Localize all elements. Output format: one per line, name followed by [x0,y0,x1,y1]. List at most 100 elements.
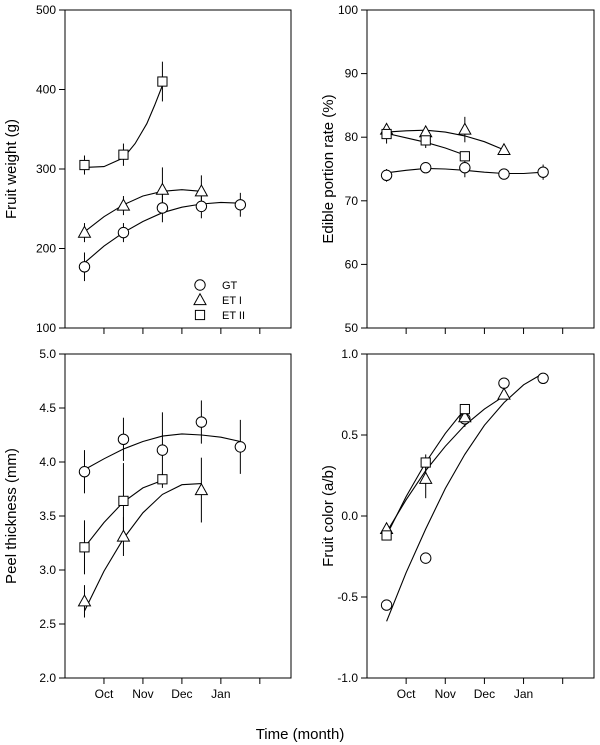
data-point-triangle [77,594,92,607]
x-tick-label: Jan [211,687,230,701]
data-point-triangle [418,471,433,484]
data-point-triangle [116,529,131,542]
fit-curve-triangle [84,189,202,233]
data-point-circle [78,261,91,273]
data-point-circle [234,441,247,453]
y-tick-label: 100 [338,3,358,17]
data-point-circle [117,226,130,239]
x-tick-label: Dec [171,687,192,701]
data-point-circle [117,433,130,446]
y-tick-label: 200 [36,242,56,256]
x-tick-label: Oct [397,687,416,701]
panel-3: 2.0 2.5 3.0 3.5 4.0 4.5 5.0 Oct Nov Dec Jan Peel th… [3,347,292,701]
y-tick-label: 4.0 [39,455,56,469]
panel-2: 50 60 70 80 90 100 Edible portion rate (%) [320,3,595,335]
data-point-circle [537,372,549,384]
data-point-square [420,457,431,468]
data-point-square [420,135,431,146]
data-point-square [79,159,90,171]
data-point-square [459,403,470,415]
data-point-circle [380,169,393,182]
data-point-square [381,530,392,541]
data-point-square [118,149,129,160]
data-point-square [157,474,168,485]
legend-label: GT [222,280,238,292]
data-point-circle [420,162,432,174]
data-point-square [459,151,470,162]
fit-curve-circle [386,372,544,622]
fit-curve-square [84,85,163,168]
fit-curve-triangle [386,395,505,533]
y-axis-label: Fruit weight (g) [3,119,20,219]
y-tick-label: 400 [36,83,56,97]
legend-marker-square [194,309,206,321]
data-point-circle [420,552,432,564]
fit-curve-triangle [84,483,202,612]
y-tick-label: 1.0 [341,347,358,361]
y-axis-label: Edible portion rate (%) [320,94,337,243]
y-tick-label: 60 [345,257,359,271]
data-point-circle [498,168,510,180]
data-point-circle [156,444,169,456]
plot-frame [366,9,595,329]
data-point-triangle [418,124,433,138]
data-point-triangle [497,142,511,156]
y-tick-label: 500 [36,3,56,17]
x-tick-label: Jan [514,687,533,701]
global-x-axis-label: Time (month) [256,726,345,743]
data-point-square [157,76,168,87]
data-point-square [79,542,90,553]
x-tick-label: Oct [95,687,114,701]
legend: GT ET I ET II [193,279,245,322]
y-axis-label: Peel thickness (mm) [3,448,20,584]
y-tick-label: 300 [36,162,56,176]
data-point-square [381,128,392,140]
data-point-circle [234,199,247,211]
data-point-circle [537,166,549,178]
x-tick-label: Nov [435,687,456,701]
x-tick-label: Nov [132,687,153,701]
data-point-circle [195,416,208,428]
y-tick-label: 5.0 [39,347,56,361]
panel-4: -1.0 -0.5 0.0 0.5 1.0 Oct Nov Dec Jan Fruit color… [320,347,595,701]
data-point-triangle [497,387,511,400]
y-tick-label: 4.5 [39,401,56,415]
y-tick-label: -1.0 [337,671,358,685]
y-tick-label: 3.0 [39,563,56,577]
data-point-triangle [457,409,472,423]
y-tick-label: 0.0 [341,509,358,523]
y-tick-label: -0.5 [337,590,358,604]
data-point-triangle [155,182,170,195]
y-tick-label: 90 [345,67,359,81]
legend-marker-triangle [193,292,207,306]
data-point-triangle [457,122,472,135]
y-tick-label: 50 [345,321,359,335]
plot-frame [366,353,595,679]
y-tick-label: 2.0 [39,671,56,685]
y-tick-label: 2.5 [39,617,56,631]
legend-label: ET I [222,295,242,307]
data-point-circle [459,162,471,174]
data-point-triangle [194,184,209,197]
data-point-circle [380,599,393,611]
panel-1: 100 200 300 400 500 Fruit weight (g) GT ET I ET … [3,3,292,335]
legend-marker-circle [194,279,206,291]
data-point-triangle [77,225,92,238]
data-point-circle [195,200,208,213]
data-point-circle [156,202,169,214]
y-axis-label: Fruit color (a/b) [320,465,337,567]
plot-frame [64,353,292,679]
data-point-triangle [194,482,209,496]
data-point-circle [78,466,91,478]
y-tick-label: 0.5 [341,428,358,442]
data-point-square [118,495,129,506]
fit-curve-triangle [386,129,505,151]
y-tick-label: 3.5 [39,509,56,523]
data-point-triangle [116,198,131,211]
y-tick-label: 100 [36,321,56,335]
data-point-circle [498,377,510,389]
y-tick-label: 80 [345,130,359,144]
plot-frame [64,9,292,329]
legend-label: ET II [222,310,245,322]
